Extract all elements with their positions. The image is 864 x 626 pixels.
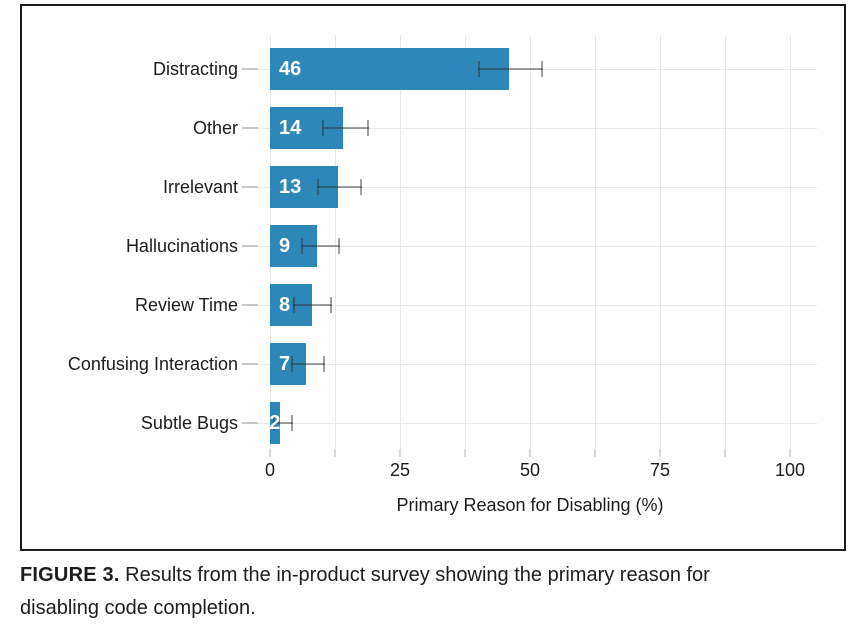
error-bar-cap-right: [338, 238, 341, 254]
error-bar-cap-left: [290, 356, 293, 372]
error-bar-cap-right: [322, 356, 325, 372]
category-label: Subtle Bugs: [140, 413, 238, 433]
x-tick-label: 25: [389, 460, 411, 480]
y-axis-tick: [242, 127, 258, 129]
error-bar-line: [272, 422, 294, 424]
error-bar-line: [316, 186, 363, 188]
x-axis-tick: [334, 449, 336, 457]
vertical-gridline: [789, 35, 791, 449]
bar: [270, 166, 338, 208]
bar-value-label: 46: [279, 58, 302, 80]
bar: [270, 343, 307, 385]
bar: [270, 402, 281, 444]
y-axis-tick: [242, 186, 258, 188]
error-bar-cap-left: [316, 179, 319, 195]
error-bar-cap-right: [360, 179, 363, 195]
error-bar-cap-left: [322, 120, 324, 136]
y-axis-tick: [242, 304, 258, 306]
x-tick-label: 100: [774, 460, 806, 480]
error-bar-cap-right: [291, 415, 294, 431]
horizontal-gridline: [258, 68, 817, 70]
category-label: Distracting: [152, 59, 238, 79]
x-axis-tick: [724, 449, 726, 457]
horizontal-gridline: [258, 363, 817, 365]
bar-value-label: 2: [269, 412, 281, 434]
y-axis-tick: [242, 422, 258, 424]
x-axis-tick: [594, 449, 596, 457]
bar-value-label: 13: [279, 176, 302, 198]
x-tick-label: 0: [264, 460, 275, 480]
error-bar-cap-left: [272, 415, 275, 431]
bar: [270, 225, 317, 267]
vertical-gridline: [464, 35, 466, 449]
x-axis-tick: [399, 449, 401, 457]
error-bar-cap-left: [293, 297, 296, 313]
x-axis-tick: [789, 449, 791, 457]
bar-value-label: 9: [279, 235, 291, 257]
horizontal-gridline: [258, 304, 817, 306]
horizontal-gridline: [258, 186, 817, 188]
caption-label: FIGURE 3.: [20, 564, 120, 586]
x-axis-tick: [269, 449, 271, 457]
bar: [270, 107, 343, 149]
vertical-gridline: [594, 35, 596, 449]
bar-value-label: 8: [279, 294, 291, 316]
vertical-gridline: [399, 35, 401, 449]
error-bar-cap-right: [366, 120, 369, 136]
horizontal-gridline: [258, 422, 817, 424]
bar-value-label: 14: [279, 117, 302, 139]
error-bar-line: [290, 363, 325, 365]
y-axis-tick: [242, 68, 258, 70]
x-tick-label: 50: [519, 460, 541, 480]
vertical-gridline: [334, 35, 336, 449]
category-label: Confusing Interaction: [67, 354, 238, 374]
vertical-gridline: [529, 35, 531, 449]
category-label: Irrelevant: [162, 177, 238, 197]
vertical-gridline: [659, 35, 661, 449]
caption-text: Results from the in-product survey showi…: [20, 564, 710, 619]
horizontal-gridline: [258, 245, 817, 247]
error-bar-line: [478, 68, 543, 70]
figure-caption: FIGURE 3. Results from the in-product su…: [20, 559, 765, 625]
y-axis-tick: [242, 245, 258, 247]
x-axis-tick: [464, 449, 466, 457]
x-tick-label: 75: [649, 460, 671, 480]
category-label: Hallucinations: [125, 236, 238, 256]
y-axis-tick: [242, 363, 258, 365]
error-bar-line: [322, 127, 369, 129]
figure-panel: Distracting 46 Other 14 Irrelevant 13 Hallucin…: [20, 4, 846, 551]
bar-chart: Distracting 46 Other 14 Irrelevant 13 Hallucin…: [22, 6, 844, 549]
error-bar-line: [293, 304, 333, 306]
bar-value-label: 7: [279, 353, 291, 375]
error-bar-line: [301, 245, 341, 247]
horizontal-gridline: [258, 127, 817, 129]
x-axis-tick: [529, 449, 531, 457]
category-label: Other: [192, 118, 238, 138]
x-axis-tick: [659, 449, 661, 457]
error-bar-cap-right: [330, 297, 333, 313]
bar: [270, 284, 312, 326]
bar: [270, 48, 510, 90]
vertical-gridline: [724, 35, 726, 449]
category-label: Review Time: [134, 295, 238, 315]
error-bar-cap-left: [301, 238, 304, 254]
error-bar-cap-left: [478, 61, 480, 77]
x-axis-title: Primary Reason for Disabling (%): [396, 495, 664, 515]
error-bar-cap-right: [541, 61, 543, 77]
